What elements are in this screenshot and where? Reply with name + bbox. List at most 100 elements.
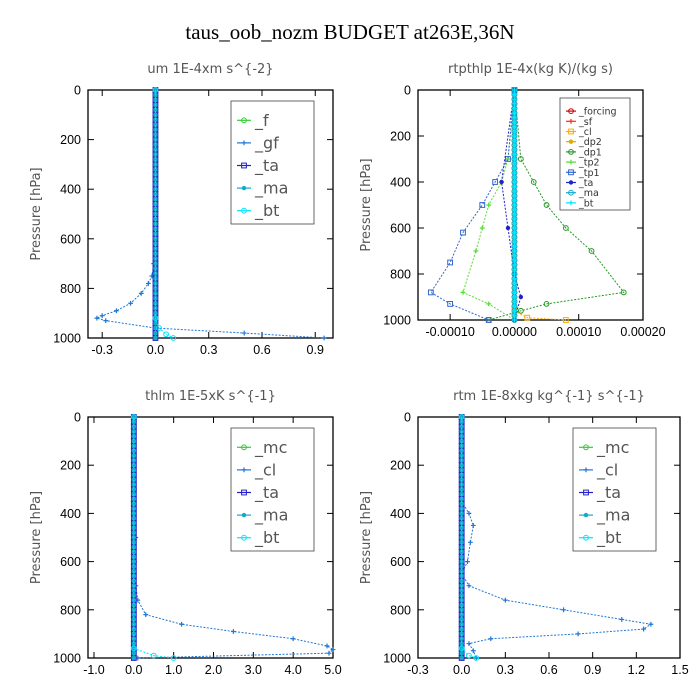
data-point <box>459 564 464 569</box>
legend: _mc_cl _ta _ma_bt <box>230 427 315 552</box>
data-point <box>143 612 149 618</box>
data-point <box>479 225 485 231</box>
data-point <box>486 301 492 307</box>
legend-label: _ma <box>254 179 288 199</box>
x-tick-label: 0.3 <box>200 343 217 357</box>
data-point <box>488 636 494 642</box>
data-point <box>512 211 517 217</box>
legend-label: _forcing <box>578 107 617 118</box>
legend-marker <box>568 139 574 144</box>
legend-marker <box>241 185 247 191</box>
data-point <box>131 448 137 453</box>
legend-label: _f <box>254 111 269 131</box>
data-point <box>512 290 517 295</box>
data-point <box>459 641 464 646</box>
data-point <box>512 175 517 180</box>
data-point <box>512 147 517 153</box>
x-tick-label: -0.00010 <box>425 325 474 339</box>
y-tick-label: 800 <box>60 282 81 296</box>
legend-label: _dp1 <box>578 147 602 158</box>
data-point <box>468 539 473 545</box>
data-point <box>138 290 144 296</box>
data-point <box>512 101 517 107</box>
legend-marker <box>568 118 574 124</box>
panel-title: um 1E-4xm s^{-2} <box>147 62 273 77</box>
data-point <box>103 318 109 324</box>
data-point <box>131 641 137 646</box>
data-point <box>150 652 157 659</box>
legend-label: _bt <box>596 528 621 548</box>
y-tick-label: 200 <box>60 459 81 473</box>
data-point <box>131 626 137 632</box>
data-point <box>562 317 569 323</box>
x-tick-label: 0.00020 <box>620 325 665 339</box>
x-tick-label: 0.6 <box>540 663 557 677</box>
data-point <box>460 290 466 295</box>
data-point <box>473 248 479 254</box>
legend-label: _gf <box>254 133 279 153</box>
data-point <box>131 501 137 506</box>
y-tick-label: 1000 <box>53 652 81 666</box>
legend-label: _ma <box>578 188 599 199</box>
data-point <box>512 106 517 111</box>
data-point <box>290 636 296 642</box>
x-tick-label: -1.0 <box>83 663 105 677</box>
legend-marker <box>583 489 589 496</box>
x-tick-label: 0.3 <box>497 663 514 677</box>
y-tick-label: 0 <box>74 411 81 425</box>
series-line <box>488 89 625 321</box>
panel-title: thlm 1E-5xK s^{-1} <box>145 389 276 404</box>
legend-marker <box>568 149 574 155</box>
data-point <box>153 311 158 316</box>
data-point <box>153 226 158 232</box>
data-point <box>588 248 595 254</box>
data-point <box>179 621 185 627</box>
data-point <box>131 564 137 569</box>
x-tick-label: 1.0 <box>165 663 182 677</box>
data-point <box>512 230 517 235</box>
panel-1: um 1E-4xm s^{-2} Pressure [hPa] -0.3 0.0 0.3… <box>29 62 334 357</box>
data-point <box>447 301 454 307</box>
series-ta <box>499 87 524 323</box>
data-point <box>512 170 517 176</box>
data-point <box>465 559 470 564</box>
data-point <box>130 414 137 420</box>
series-bt <box>512 87 517 323</box>
data-point <box>459 525 464 531</box>
legend-label: _mc <box>254 438 287 458</box>
legend-label: _ta <box>254 483 279 503</box>
data-point <box>130 645 137 652</box>
panel-title: rtm 1E-8xkg kg^{-1} s^{-1} <box>453 389 645 404</box>
data-point <box>619 617 625 622</box>
data-point <box>512 248 517 254</box>
x-tick-label: -0.3 <box>407 663 429 677</box>
data-point <box>512 92 517 97</box>
legend-label: _ta <box>578 178 593 189</box>
data-point <box>459 593 464 598</box>
series-bt <box>458 414 480 661</box>
y-tick-label: 600 <box>60 232 81 246</box>
data-point <box>153 330 158 336</box>
data-point <box>153 301 158 306</box>
data-point <box>512 161 517 166</box>
data-point <box>153 191 158 197</box>
data-point <box>163 331 170 338</box>
data-point <box>512 271 517 277</box>
legend: _forcing_sf_cl_dp2_dp1_tp2_tp1_ta_ma_bt <box>559 97 631 211</box>
data-point <box>153 97 158 103</box>
data-point <box>131 463 137 468</box>
data-point <box>326 650 332 656</box>
data-point <box>459 424 464 429</box>
data-point <box>459 626 464 632</box>
data-point <box>131 593 137 598</box>
series-line <box>501 89 522 321</box>
data-point <box>156 325 162 331</box>
plot-frame <box>87 416 334 659</box>
legend-label: _cl <box>596 460 618 480</box>
data-point <box>131 424 137 429</box>
y-tick-label: 200 <box>60 133 81 147</box>
data-point <box>499 179 504 185</box>
y-tick-label: 200 <box>390 459 411 473</box>
data-point <box>562 225 569 231</box>
data-point <box>485 317 492 323</box>
